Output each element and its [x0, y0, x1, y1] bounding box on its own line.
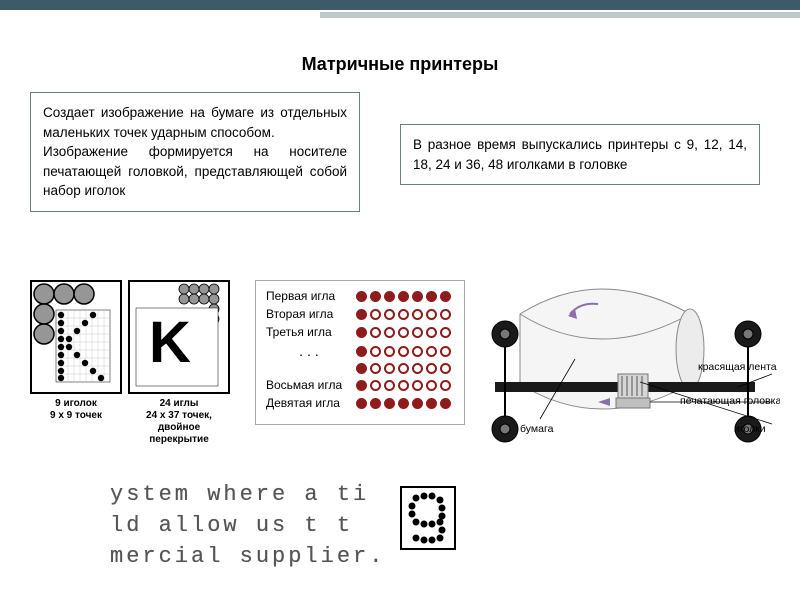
- dot-empty-icon: [384, 309, 395, 320]
- magnified-char-box: [400, 486, 456, 550]
- k9-cap1: 9 иголок: [30, 398, 122, 410]
- dot-empty-icon: [412, 363, 423, 374]
- dot-empty-icon: [426, 309, 437, 320]
- dot-empty-icon: [398, 309, 409, 320]
- page-title: Матричные принтеры: [0, 54, 800, 75]
- dot-empty-icon: [384, 363, 395, 374]
- mech-label-head: печатающая головка: [680, 395, 780, 407]
- dot-filled-icon: [398, 398, 409, 409]
- dot-empty-icon: [426, 327, 437, 338]
- dot-matrix-sample-text: ystem where a ti ld allow us t t mercial…: [110, 480, 630, 572]
- header-bar-light: [320, 12, 800, 18]
- dot-filled-icon: [370, 291, 381, 302]
- dot-empty-icon: [412, 309, 423, 320]
- needle-pattern-table: Первая игла Вторая игла Третья игла... Вось…: [255, 280, 465, 425]
- dot-filled-icon: [356, 380, 367, 391]
- needle-dot-row: [356, 398, 451, 409]
- dot-empty-icon: [398, 327, 409, 338]
- dot-empty-icon: [384, 327, 395, 338]
- sample-line-2: ld allow us t t: [110, 511, 630, 542]
- needle-label: Девятая игла: [266, 396, 356, 410]
- description-box-left: Создает изображение на бумаге из отдельн…: [30, 92, 360, 212]
- mech-label-paper: бумага: [520, 423, 554, 435]
- sample-line-1: ystem where a ti: [110, 480, 630, 511]
- dot-empty-icon: [412, 327, 423, 338]
- dot-empty-icon: [370, 363, 381, 374]
- needle-dot-row: [356, 291, 451, 302]
- k24-cap4: перекрытие: [128, 434, 230, 446]
- dot-filled-icon: [426, 398, 437, 409]
- dot-empty-icon: [426, 363, 437, 374]
- k24-cap3: двойное: [128, 422, 230, 434]
- dot-filled-icon: [440, 398, 451, 409]
- dot-empty-icon: [384, 380, 395, 391]
- k9-cap2: 9 х 9 точек: [30, 410, 122, 422]
- description-left-text: Создает изображение на бумаге из отдельн…: [43, 105, 347, 198]
- needle-ellipsis: ...: [266, 343, 356, 359]
- needle-label: Третья игла: [266, 325, 356, 339]
- dot-filled-icon: [356, 363, 367, 374]
- dot-empty-icon: [370, 380, 381, 391]
- dot-empty-icon: [398, 363, 409, 374]
- needle-label: Первая игла: [266, 289, 356, 303]
- k-diagram-9pin: 9 иголок 9 х 9 точек: [30, 280, 122, 446]
- k-resolution-diagrams: 9 иголок 9 х 9 точек: [30, 280, 240, 446]
- description-right-text: В разное время выпускались принтеры с 9,…: [413, 137, 747, 172]
- sample-line-3: mercial supplier.: [110, 542, 630, 573]
- dot-filled-icon: [356, 309, 367, 320]
- magnified-g-icon: [402, 488, 454, 548]
- k-9pin-svg: [32, 282, 120, 392]
- header-bar-dark: [0, 0, 800, 10]
- k-24pin-svg: K: [130, 282, 228, 392]
- dot-empty-icon: [440, 363, 451, 374]
- needle-row: Третья игла: [266, 325, 454, 339]
- needle-row: Первая игла: [266, 289, 454, 303]
- needle-dot-row: [356, 363, 451, 374]
- dot-empty-icon: [398, 380, 409, 391]
- needle-dot-row: [356, 309, 451, 320]
- needle-row: Восьмая игла: [266, 378, 454, 392]
- dot-filled-icon: [412, 398, 423, 409]
- k24-cap1: 24 иглы: [128, 398, 230, 410]
- svg-text:K: K: [149, 310, 191, 375]
- dot-filled-icon: [384, 398, 395, 409]
- needle-row: ...: [266, 343, 454, 359]
- mech-label-needles: иголки: [734, 423, 766, 435]
- description-box-right: В разное время выпускались принтеры с 9,…: [400, 124, 760, 185]
- dot-empty-icon: [440, 327, 451, 338]
- dot-filled-icon: [370, 398, 381, 409]
- needle-label: Восьмая игла: [266, 378, 356, 392]
- dot-filled-icon: [426, 291, 437, 302]
- dot-filled-icon: [440, 291, 451, 302]
- mech-label-ribbon: красящая лента: [698, 361, 777, 373]
- dot-filled-icon: [356, 398, 367, 409]
- dot-empty-icon: [370, 309, 381, 320]
- needle-dot-row: [356, 327, 451, 338]
- k-diagram-24pin: K 24 иглы 24 х 37 точек, двойное перекры…: [128, 280, 230, 446]
- dot-empty-icon: [370, 327, 381, 338]
- slide-header-border: [0, 0, 800, 20]
- dot-empty-icon: [440, 309, 451, 320]
- dot-empty-icon: [426, 380, 437, 391]
- dot-filled-icon: [398, 291, 409, 302]
- needle-row: [266, 363, 454, 374]
- needle-row: Девятая игла: [266, 396, 454, 410]
- k24-cap2: 24 х 37 точек,: [128, 410, 230, 422]
- dot-filled-icon: [384, 291, 395, 302]
- needle-label: Вторая игла: [266, 307, 356, 321]
- dot-empty-icon: [440, 380, 451, 391]
- dot-filled-icon: [356, 291, 367, 302]
- dot-empty-icon: [412, 380, 423, 391]
- diagrams-row: 9 иголок 9 х 9 точек: [30, 280, 770, 480]
- dot-filled-icon: [356, 327, 367, 338]
- printer-mechanism-diagram: бумага красящая лента печатающая головка…: [480, 274, 780, 474]
- needle-dot-row: [356, 380, 451, 391]
- needle-row: Вторая игла: [266, 307, 454, 321]
- dot-filled-icon: [412, 291, 423, 302]
